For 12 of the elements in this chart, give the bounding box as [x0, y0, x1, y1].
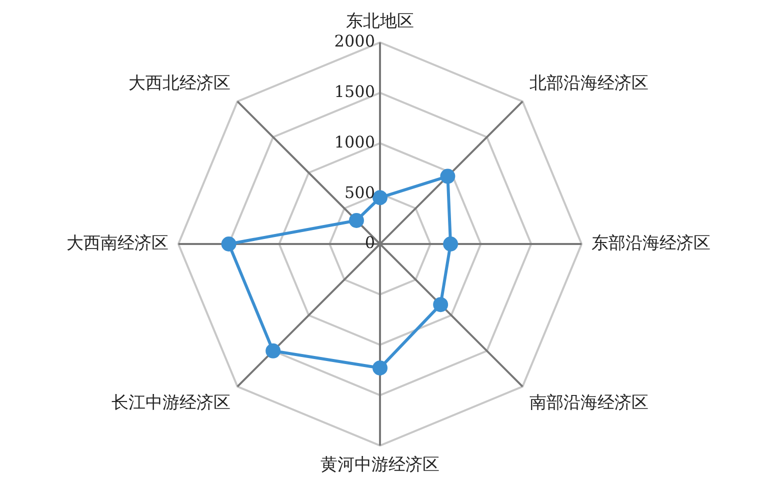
spoke-label: 长江中游经济区	[111, 393, 230, 414]
spoke-label: 东部沿海经济区	[592, 233, 711, 254]
spoke-label: 东北地区	[346, 12, 414, 32]
y-tick-label: 1000	[334, 132, 375, 152]
y-tick-label: 1500	[334, 82, 375, 101]
spoke-label: 北部沿海经济区	[530, 74, 649, 94]
y-tick-label: 500	[344, 182, 375, 202]
spoke-label: 黄河中游经济区	[320, 455, 440, 476]
y-tick-label: 2000	[334, 32, 375, 51]
spoke-label: 南部沿海经济区	[530, 393, 649, 414]
spoke-label: 大西北经济区	[128, 74, 230, 94]
spoke-label: 大西南经济区	[66, 233, 168, 254]
